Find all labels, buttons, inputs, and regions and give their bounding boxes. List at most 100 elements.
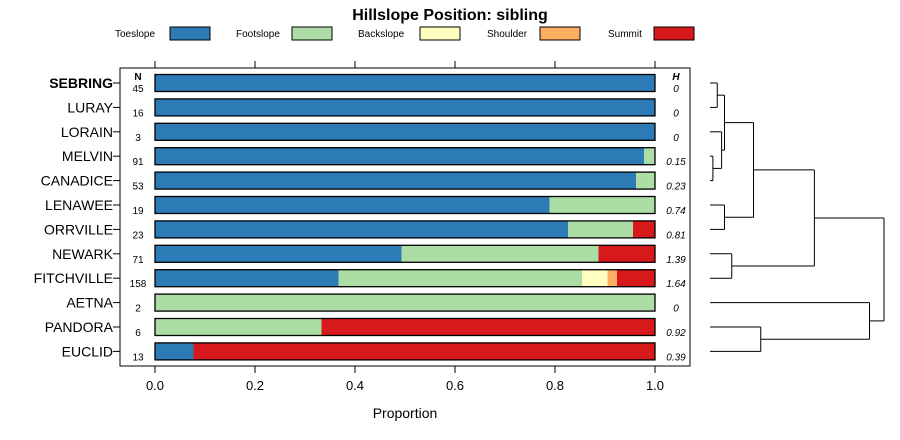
legend-label-summit: Summit — [608, 29, 642, 40]
row-label: LURAY — [67, 99, 113, 115]
legend: Toeslope Footslope Backslope Shoulder Summit — [115, 26, 695, 41]
bar-outline — [154, 244, 656, 263]
row-newark: NEWARK 71 1.39 — [52, 244, 686, 266]
bar-outline — [154, 73, 656, 93]
legend-swatch-shoulder — [539, 26, 581, 41]
bar-segment-summit — [321, 318, 655, 336]
h-value: 1.64 — [666, 279, 686, 290]
row-euclid: EUCLID 13 0.39 — [62, 342, 686, 363]
x-axis: 0.0 0.2 0.4 0.6 0.8 1.0 — [146, 61, 664, 393]
bar-rows: SEBRING 45 0 LURAY 16 0 LORAIN 3 0 MELVIN 91 0.15 CA… — [34, 73, 686, 363]
row-sebring: SEBRING 45 0 — [49, 73, 679, 95]
h-value: 0 — [673, 304, 679, 315]
row-label: ORRVILLE — [44, 221, 113, 237]
bar-segment-footslope — [636, 172, 655, 190]
row-label: AETNA — [66, 295, 113, 311]
bar-segment-footslope — [401, 245, 599, 263]
row-luray: LURAY 16 0 — [67, 98, 679, 119]
n-value: 19 — [132, 206, 144, 217]
row-pandora: PANDORA 6 0.92 — [45, 317, 686, 339]
n-value: 45 — [132, 84, 144, 95]
h-value: 0.81 — [666, 230, 685, 241]
n-value: 91 — [132, 157, 144, 168]
row-lorain: LORAIN 3 0 — [61, 122, 679, 144]
row-fitchville: FITCHVILLE 158 1.64 — [34, 269, 686, 290]
h-header: H — [672, 72, 680, 83]
bar-segment-toeslope — [155, 172, 636, 190]
h-value: 0.74 — [666, 206, 686, 217]
bar-segment-toeslope — [155, 269, 339, 287]
row-label: PANDORA — [45, 319, 114, 335]
n-value: 2 — [135, 304, 141, 315]
plot-frame — [119, 67, 691, 367]
bar-outline — [154, 293, 656, 312]
row-label: LENAWEE — [45, 197, 113, 213]
x-tick-label: 0.0 — [146, 378, 164, 393]
bar-outline — [154, 220, 656, 239]
bar-segment-toeslope — [155, 98, 655, 116]
bar-segment-backslope — [582, 269, 608, 287]
legend-swatch-backslope — [419, 26, 461, 41]
chart-title: Hillslope Position: sibling — [352, 7, 548, 24]
x-axis-title: Proportion — [373, 405, 438, 421]
h-value: 0 — [673, 133, 679, 144]
bar-segment-toeslope — [155, 342, 194, 360]
row-label: FITCHVILLE — [34, 270, 113, 286]
row-aetna: AETNA 2 0 — [66, 293, 679, 315]
bar-segment-toeslope — [155, 245, 402, 263]
h-value: 0.15 — [666, 157, 686, 168]
n-value: 158 — [130, 279, 147, 290]
bar-outline — [154, 147, 656, 166]
x-tick-label: 1.0 — [646, 378, 664, 393]
row-orrville: ORRVILLE 23 0.81 — [44, 220, 686, 241]
legend-swatch-toeslope — [169, 26, 211, 41]
bar-segment-footslope — [155, 318, 322, 336]
h-value: 0 — [673, 108, 679, 119]
bar-outline — [154, 317, 656, 337]
n-header: N — [134, 72, 141, 83]
row-lenawee: LENAWEE 19 0.74 — [45, 195, 686, 217]
x-tick-label: 0.8 — [546, 378, 564, 393]
h-value: 0.39 — [666, 352, 686, 363]
bar-outline — [154, 171, 656, 190]
row-label: SEBRING — [49, 75, 113, 91]
n-value: 16 — [132, 108, 144, 119]
legend-swatch-summit — [653, 26, 695, 41]
n-value: 23 — [132, 230, 144, 241]
row-label: CANADICE — [41, 173, 113, 189]
n-value: 13 — [132, 352, 144, 363]
bar-segment-summit — [633, 220, 655, 238]
legend-label-backslope: Backslope — [358, 29, 405, 40]
bar-segment-footslope — [568, 220, 633, 238]
bar-outline — [154, 122, 656, 141]
x-tick-label: 0.2 — [246, 378, 264, 393]
n-value: 53 — [132, 182, 144, 193]
bar-outline — [154, 195, 656, 215]
row-label: MELVIN — [62, 148, 113, 164]
bar-segment-summit — [193, 342, 655, 360]
bar-segment-footslope — [155, 294, 655, 312]
legend-label-shoulder: Shoulder — [487, 29, 528, 40]
h-value: 0.23 — [666, 182, 686, 193]
bar-segment-footslope — [549, 196, 655, 214]
n-value: 3 — [135, 133, 141, 144]
legend-swatch-footslope — [291, 26, 333, 41]
bar-segment-footslope — [338, 269, 582, 287]
bar-segment-toeslope — [155, 220, 568, 238]
row-label: LORAIN — [61, 124, 113, 140]
bar-segment-toeslope — [155, 147, 644, 165]
bar-segment-footslope — [644, 147, 655, 165]
bar-segment-toeslope — [155, 74, 655, 92]
h-value: 0 — [673, 84, 679, 95]
row-melvin: MELVIN 91 0.15 — [62, 147, 686, 168]
legend-label-footslope: Footslope — [236, 29, 280, 40]
bar-segment-shoulder — [607, 269, 617, 287]
x-tick-label: 0.6 — [446, 378, 464, 393]
bar-segment-toeslope — [155, 123, 655, 141]
bar-segment-summit — [617, 269, 655, 287]
bar-segment-toeslope — [155, 196, 550, 214]
legend-label-toeslope: Toeslope — [115, 29, 155, 40]
row-label: NEWARK — [52, 246, 114, 262]
bar-outline — [154, 98, 656, 117]
